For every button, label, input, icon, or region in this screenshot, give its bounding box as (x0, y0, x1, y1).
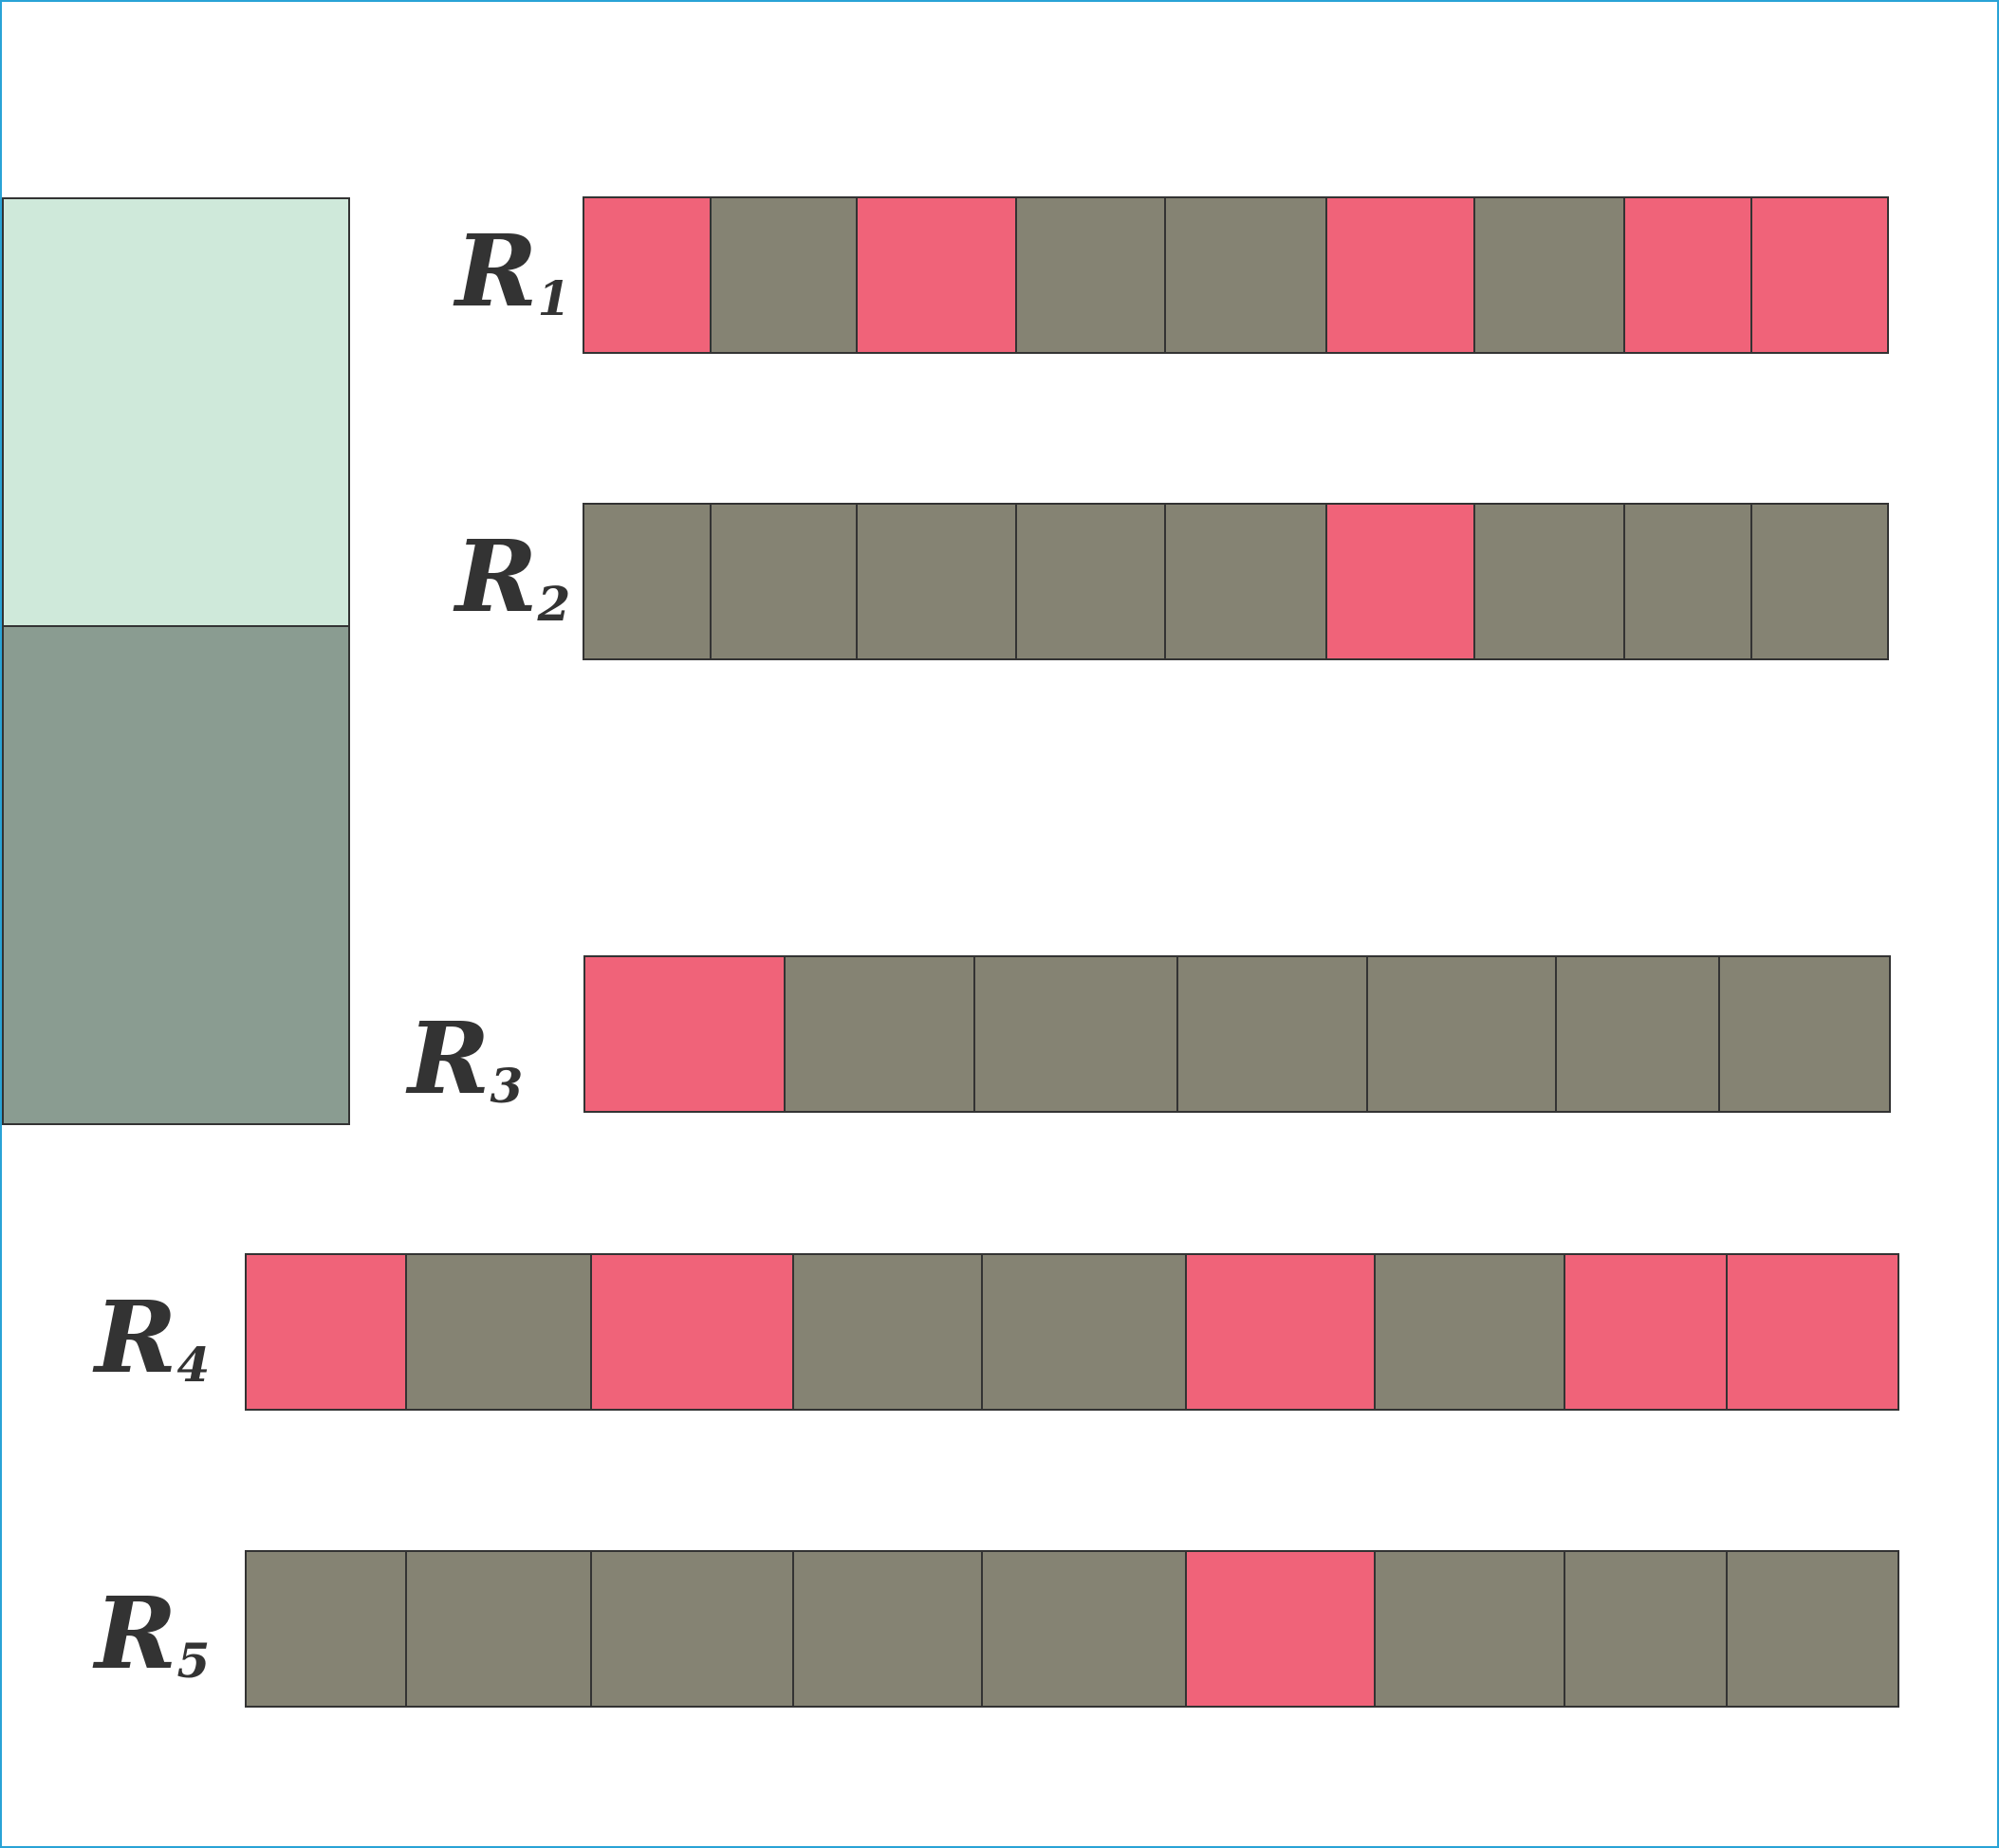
cell-highlight (1728, 1255, 1897, 1409)
cell-neutral (584, 505, 712, 658)
cell-neutral (592, 1552, 794, 1706)
cell-neutral (711, 198, 859, 352)
row-label-r2: R2 (455, 518, 571, 635)
cell-highlight (592, 1255, 794, 1409)
cell-highlight (585, 957, 787, 1111)
cell-neutral (1178, 957, 1368, 1111)
cell-neutral (1376, 1255, 1565, 1409)
cell-neutral (1367, 957, 1558, 1111)
row-strip-r3 (583, 955, 1891, 1113)
cell-neutral (1719, 957, 1889, 1111)
cell-neutral (786, 957, 975, 1111)
row-label-r1: R1 (455, 213, 571, 329)
cell-neutral (1752, 505, 1887, 658)
cell-highlight (584, 198, 712, 352)
cell-neutral (1557, 957, 1720, 1111)
cell-neutral (1475, 198, 1625, 352)
cell-highlight (1752, 198, 1887, 352)
row-strip-r1 (583, 196, 1889, 354)
cell-neutral (793, 1552, 984, 1706)
cell-highlight (858, 198, 1017, 352)
cell-neutral (1728, 1552, 1897, 1706)
cell-neutral (406, 1255, 593, 1409)
row-strip-r4 (245, 1253, 1899, 1411)
cell-neutral (974, 957, 1179, 1111)
cell-neutral (793, 1255, 984, 1409)
row-label-r5: R5 (95, 1575, 211, 1691)
cell-highlight (1624, 198, 1753, 352)
cell-highlight (1326, 198, 1476, 352)
legend-block-top (2, 197, 350, 627)
row-label-r3: R3 (408, 1000, 524, 1117)
row-strip-r2 (583, 503, 1889, 660)
cell-neutral (1475, 505, 1625, 658)
cell-neutral (1016, 198, 1167, 352)
cell-neutral (858, 505, 1017, 658)
cell-neutral (711, 505, 859, 658)
cell-neutral (983, 1552, 1187, 1706)
legend-block-bottom (2, 625, 350, 1125)
cell-neutral (1564, 1552, 1729, 1706)
cell-highlight (1186, 1552, 1377, 1706)
cell-neutral (983, 1255, 1187, 1409)
cell-neutral (1166, 505, 1327, 658)
cell-neutral (247, 1552, 407, 1706)
cell-highlight (247, 1255, 407, 1409)
cell-highlight (1564, 1255, 1729, 1409)
cell-neutral (1624, 505, 1753, 658)
cell-highlight (1186, 1255, 1377, 1409)
cell-neutral (406, 1552, 593, 1706)
cell-highlight (1326, 505, 1476, 658)
row-strip-r5 (245, 1550, 1899, 1708)
row-label-r4: R4 (95, 1279, 211, 1395)
cell-neutral (1016, 505, 1167, 658)
cell-neutral (1376, 1552, 1565, 1706)
cell-neutral (1166, 198, 1327, 352)
